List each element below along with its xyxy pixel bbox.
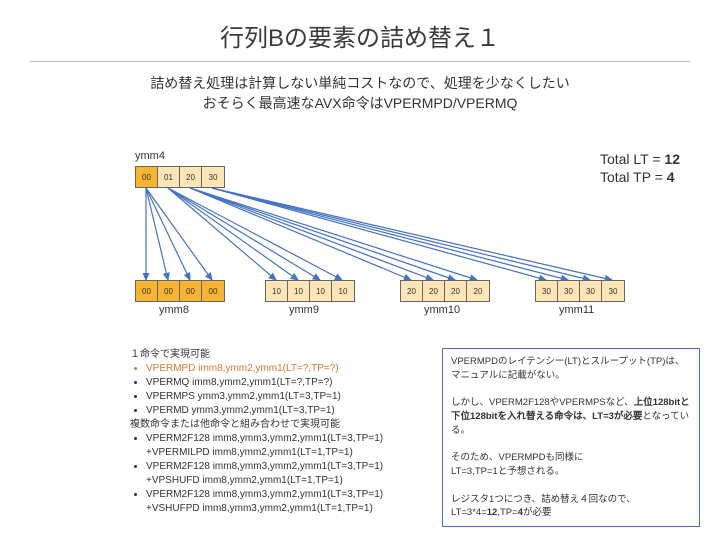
register-cell: 10 (310, 281, 332, 301)
register-label: ymm8 (159, 304, 189, 316)
sidebox-p2a: しかし、VPERM2F128やVPERMPSなど、 (451, 397, 634, 408)
register-label: ymm9 (289, 304, 319, 316)
note-item: VPERMPD imm8,ymm2,ymm1(LT=?,TP=?) (146, 362, 450, 376)
register-cell: 10 (332, 281, 354, 301)
note-item: VPERMQ imm8,ymm2,ymm1(LT=?,TP=?) (146, 376, 450, 390)
notes-list1: VPERMPD imm8,ymm2,ymm1(LT=?,TP=?)VPERMQ … (130, 362, 450, 418)
notes-header1: １命令で実現可能 (130, 348, 450, 362)
note-item: VPERMD ymm3,ymm2,ymm1(LT=3,TP=1) (146, 404, 450, 418)
arrows (0, 140, 720, 340)
register-cell: 00 (202, 281, 224, 301)
subtitle: 詰め替え処理は計算しない単純コストなので、処理を少なくしたい おそらく最高速なA… (0, 74, 720, 113)
register-cell: 01 (158, 167, 180, 187)
register-cell: 30 (536, 281, 558, 301)
register: 20202020 (400, 280, 490, 302)
register-cell: 20 (401, 281, 423, 301)
notes-list2: VPERM2F128 imm8,ymm3,ymm2,ymm1(LT=3,TP=1… (130, 432, 450, 516)
register-cell: 00 (136, 281, 158, 301)
permute-diagram: ymm400012030ymm800000000ymm910101010ymm1… (0, 140, 720, 340)
divider (30, 61, 690, 62)
sidebox-p4b: 12 (487, 507, 498, 518)
register-cell: 20 (423, 281, 445, 301)
sidebox-p3: そのため、VPERMPDも同様に LT=3,TP=1と予想される。 (451, 451, 691, 479)
register: 10101010 (265, 280, 355, 302)
register-label: ymm4 (135, 150, 165, 162)
register: 30303030 (535, 280, 625, 302)
register-label: ymm10 (424, 304, 460, 316)
sidebox-p4: レジスタ1つにつき、詰め替え４回なので、LT=3*4=12,TP=4が必要 (451, 493, 691, 521)
register-cell: 30 (202, 167, 224, 187)
register-label: ymm11 (559, 304, 594, 316)
notes-header2: 複数命令または他命令と組み合わせで実現可能 (130, 418, 450, 432)
note-item: VPERM2F128 imm8,ymm3,ymm2,ymm1(LT=3,TP=1… (146, 460, 450, 488)
note-item: VPERMPS ymm3,ymm2,ymm1(LT=3,TP=1) (146, 390, 450, 404)
sidebox-p4e: が必要 (523, 507, 552, 518)
sidebox-p2: しかし、VPERM2F128やVPERMPSなど、上位128bitと下位128b… (451, 396, 691, 437)
register-cell: 20 (180, 167, 202, 187)
register-cell: 00 (136, 167, 158, 187)
register-cell: 30 (558, 281, 580, 301)
page-title: 行列Bの要素の詰め替え１ (0, 0, 720, 53)
latency-sidebox: VPERMPDのレイテンシー(LT)とスループット(TP)は、マニュアルに記載が… (442, 348, 700, 527)
register: 00012030 (135, 166, 225, 188)
sidebox-p1: VPERMPDのレイテンシー(LT)とスループット(TP)は、マニュアルに記載が… (451, 355, 691, 383)
register-cell: 10 (288, 281, 310, 301)
register-cell: 00 (180, 281, 202, 301)
register-cell: 10 (266, 281, 288, 301)
instruction-notes: １命令で実現可能 VPERMPD imm8,ymm2,ymm1(LT=?,TP=… (130, 348, 450, 516)
note-item: VPERM2F128 imm8,ymm3,ymm2,ymm1(LT=3,TP=1… (146, 488, 450, 516)
register-cell: 30 (602, 281, 624, 301)
register-cell: 20 (445, 281, 467, 301)
register-cell: 20 (467, 281, 489, 301)
subtitle-line1: 詰め替え処理は計算しない単純コストなので、処理を少なくしたい (150, 75, 569, 91)
register-cell: 00 (158, 281, 180, 301)
register: 00000000 (135, 280, 225, 302)
note-item: VPERM2F128 imm8,ymm3,ymm2,ymm1(LT=3,TP=1… (146, 432, 450, 460)
sidebox-p4c: ,TP= (497, 507, 517, 518)
register-cell: 30 (580, 281, 602, 301)
subtitle-line2: おそらく最高速なAVX命令はVPERMPD/VPERMQ (203, 95, 518, 111)
